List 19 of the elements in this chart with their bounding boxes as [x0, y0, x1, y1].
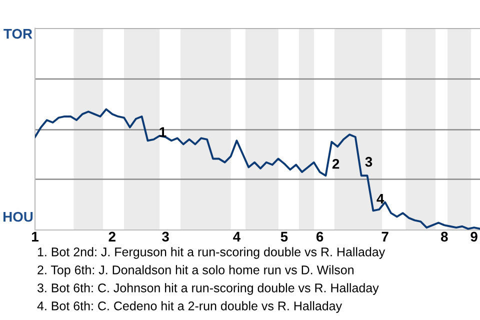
- annotation: 3: [365, 156, 372, 167]
- text: TOR: [4, 28, 32, 39]
- annotation: 2: [332, 158, 340, 169]
- x-tick-label: 9: [470, 232, 478, 242]
- annotation: 1: [160, 127, 166, 137]
- text: 2. Top 6th: J. Donaldson hit a solo home run vs D. Wilson: [38, 265, 354, 277]
- x-tick-label: 8: [440, 232, 448, 242]
- x-tick-label: 4: [233, 232, 241, 242]
- text: 4. Bot 6th: C. Cedeno hit a 2-run double vs R. Halladay: [37, 301, 342, 313]
- x-tick-label: 1: [32, 232, 38, 242]
- annotation: 4: [376, 194, 384, 204]
- text: HOU: [3, 212, 33, 222]
- text: 1. Bot 2nd: J. Ferguson hit a run-scoring double vs R. Halladay: [38, 247, 386, 259]
- text: 3. Bot 6th: C. Johnson hit a run-scoring double vs R. Halladay: [37, 283, 379, 295]
- x-tick-label: 5: [280, 232, 288, 242]
- x-tick-label: 3: [162, 232, 169, 242]
- x-tick-label: 2: [108, 232, 116, 242]
- x-tick-label: 6: [316, 232, 324, 242]
- x-tick-label: 7: [382, 232, 388, 242]
